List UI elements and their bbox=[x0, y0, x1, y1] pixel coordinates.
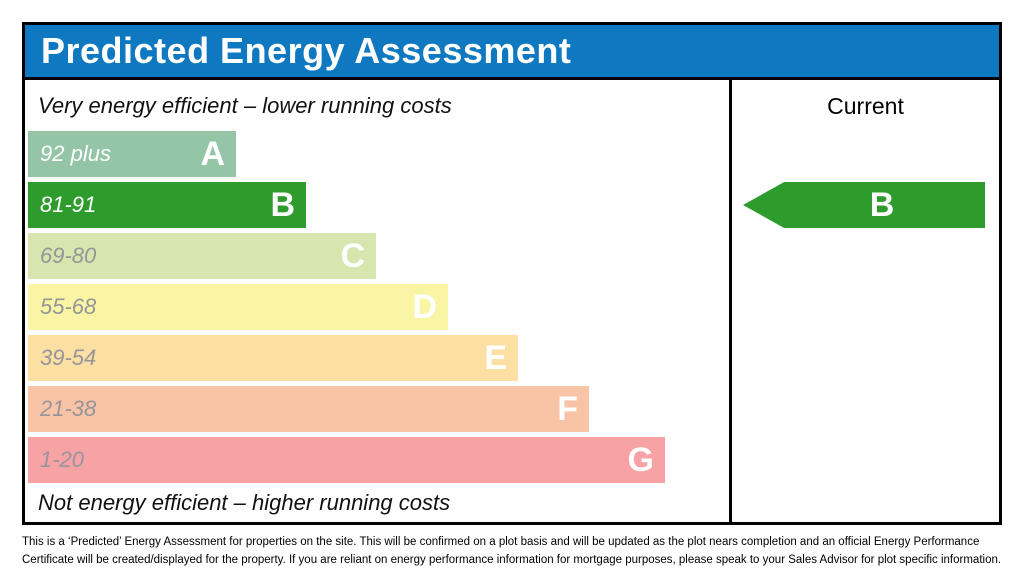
current-header: Current bbox=[827, 93, 904, 119]
band-range-label: 69-80 bbox=[40, 243, 97, 268]
band-c: 69-80 C bbox=[28, 233, 376, 279]
rating-bands: 92 plus A 81-91 B 69-80 C 55-68 D 39-54 E 21-38 F 1-… bbox=[25, 131, 729, 483]
band-range-label: 1-20 bbox=[40, 447, 85, 472]
band-range-label: 81-91 bbox=[40, 192, 97, 217]
band-row-g: 1-20 G bbox=[25, 437, 729, 483]
band-row-a: 92 plus A bbox=[25, 131, 729, 177]
band-row-f: 21-38 F bbox=[25, 386, 729, 432]
band-range-label: 55-68 bbox=[40, 294, 97, 319]
panel-body: Very energy efficient – lower running co… bbox=[25, 80, 999, 522]
bottom-caption: Not energy efficient – higher running co… bbox=[38, 489, 451, 515]
epc-panel: Predicted Energy Assessment Very energy … bbox=[22, 22, 1002, 525]
band-row-d: 55-68 D bbox=[25, 284, 729, 330]
band-d: 55-68 D bbox=[28, 284, 448, 330]
band-e: 39-54 E bbox=[28, 335, 518, 381]
disclaimer-line-2: Certificate will be created/displayed fo… bbox=[22, 554, 1002, 566]
current-column: Current B bbox=[729, 80, 999, 522]
band-letter: F bbox=[557, 390, 578, 428]
band-g: 1-20 G bbox=[28, 437, 665, 483]
band-letter: G bbox=[627, 441, 654, 479]
band-letter: C bbox=[340, 237, 365, 275]
band-row-c: 69-80 C bbox=[25, 233, 729, 279]
current-rating-arrow: B bbox=[743, 182, 985, 228]
band-range-label: 21-38 bbox=[40, 396, 97, 421]
band-letter: D bbox=[412, 288, 437, 326]
top-caption: Very energy efficient – lower running co… bbox=[38, 92, 452, 118]
band-a: 92 plus A bbox=[28, 131, 236, 177]
disclaimer: This is a ‘Predicted’ Energy Assessment … bbox=[22, 533, 1022, 569]
band-letter: B bbox=[270, 186, 295, 224]
band-b: 81-91 B bbox=[28, 182, 306, 228]
page-title: Predicted Energy Assessment bbox=[41, 30, 572, 71]
band-range-label: 39-54 bbox=[40, 345, 97, 370]
band-range-label: 92 plus bbox=[40, 141, 111, 166]
band-f: 21-38 F bbox=[28, 386, 589, 432]
disclaimer-line-1: This is a ‘Predicted’ Energy Assessment … bbox=[22, 536, 980, 548]
rating-chart: Very energy efficient – lower running co… bbox=[25, 80, 729, 522]
band-letter: A bbox=[200, 135, 225, 173]
band-letter: E bbox=[484, 339, 507, 377]
panel-header: Predicted Energy Assessment bbox=[25, 25, 999, 80]
band-row-e: 39-54 E bbox=[25, 335, 729, 381]
current-rating-letter: B bbox=[869, 186, 895, 224]
band-row-b: 81-91 B bbox=[25, 182, 729, 228]
